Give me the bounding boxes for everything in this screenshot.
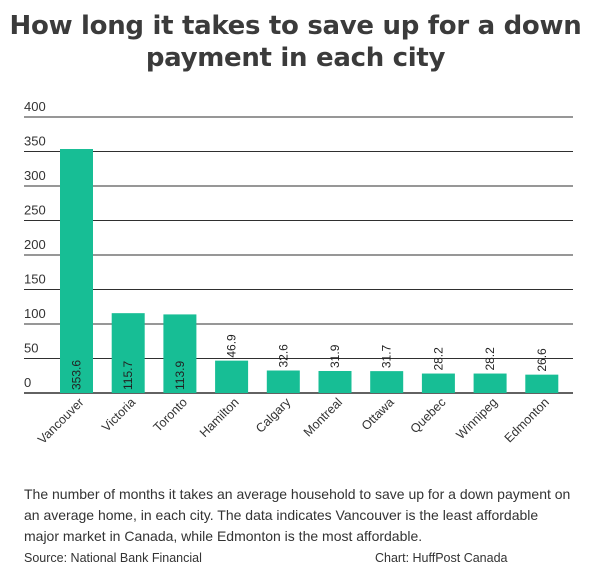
chart-title: How long it takes to save up for a down … <box>9 11 582 73</box>
y-tick-label: 300 <box>24 168 46 183</box>
bar <box>525 374 559 393</box>
y-tick-label: 0 <box>24 375 31 390</box>
bar <box>60 149 93 393</box>
data-label: 32.6 <box>276 344 290 368</box>
chart-credit: Chart: HuffPost Canada <box>375 551 508 565</box>
bar <box>421 373 455 393</box>
x-tick-label: Calgary <box>253 395 294 436</box>
bar <box>318 370 352 393</box>
bar <box>163 314 197 393</box>
x-tick-label: Ottawa <box>359 395 397 433</box>
data-label: 31.9 <box>328 344 342 368</box>
x-tick-label: Vancouver <box>35 395 87 447</box>
y-tick-label: 150 <box>24 272 46 287</box>
data-label: 26.6 <box>535 348 549 372</box>
bar <box>473 373 507 393</box>
bar <box>266 370 300 393</box>
x-tick-label: Toronto <box>151 395 190 434</box>
data-label: 28.2 <box>431 347 445 371</box>
source-note: Source: National Bank Financial <box>24 551 202 565</box>
data-label: 28.2 <box>483 347 497 371</box>
x-tick-label: Hamilton <box>197 395 242 440</box>
x-tick-label: Winnipeg <box>453 395 500 442</box>
y-tick-label: 200 <box>24 237 46 252</box>
data-label: 46.9 <box>225 334 239 358</box>
y-tick-label: 250 <box>24 203 46 218</box>
x-tick-label: Edmonton <box>502 395 552 445</box>
x-tick-label: Victoria <box>99 395 138 434</box>
data-label: 353.6 <box>70 360 84 390</box>
bar-chart: 0 50 100 150 200 250 300 350 400 353.6 Vancouver 11… <box>24 99 573 447</box>
data-label: 115.7 <box>121 361 135 390</box>
data-label: 113.9 <box>173 361 187 390</box>
bar <box>111 313 145 393</box>
y-tick-label: 100 <box>24 306 46 321</box>
y-tick-label: 350 <box>24 134 46 149</box>
bar <box>215 360 249 393</box>
data-label: 31.7 <box>380 344 394 368</box>
x-tick-label: Montreal <box>301 395 345 439</box>
x-tick-label: Quebec <box>408 395 449 436</box>
y-tick-label: 50 <box>24 341 38 356</box>
bar <box>370 371 404 393</box>
chart-caption: The number of months it takes an average… <box>24 486 571 544</box>
y-tick-label: 400 <box>24 99 46 114</box>
